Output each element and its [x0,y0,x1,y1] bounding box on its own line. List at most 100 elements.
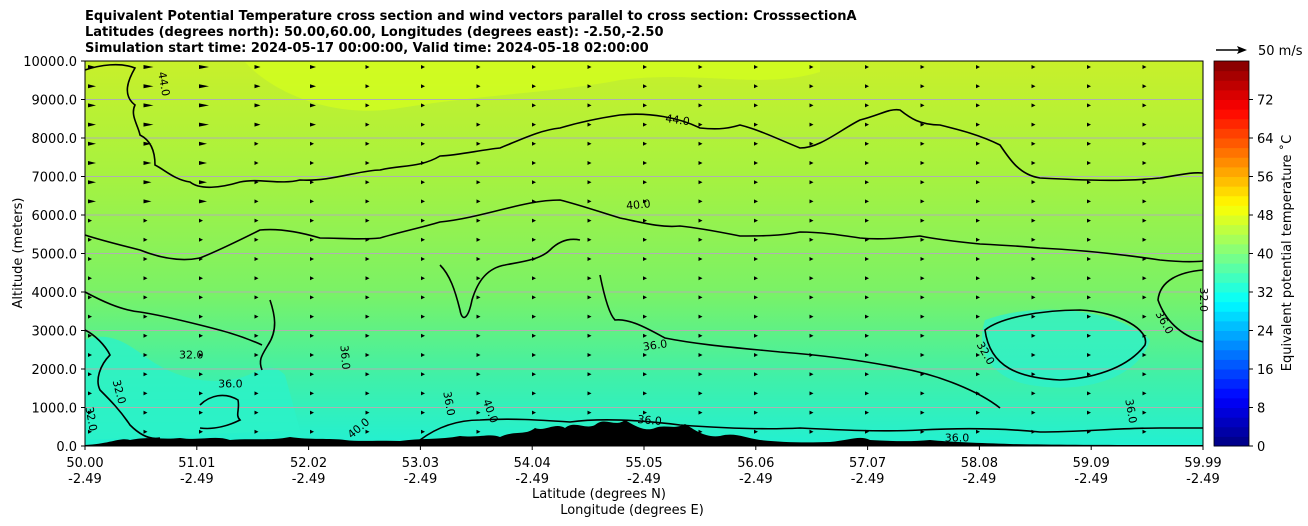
colorbar-level [1214,234,1249,245]
contour-44 [84,63,1204,189]
wind-vector [1087,295,1091,300]
y-axis: 0.0 1000.0 2000.0 3000.0 4000.0 5000.0 6000.0 7… [23,55,85,455]
wind-vector [421,65,425,69]
contour-36-bottom [419,418,1203,441]
wind-vector [698,257,703,261]
wind-vector [476,429,481,434]
wind-vector [476,122,481,127]
wind-vector [809,103,814,108]
colorbar-level [1214,282,1249,293]
wind-vector [754,429,758,434]
wind-vector [365,199,370,204]
colorbar-level [1214,176,1249,187]
wind-vector [1142,103,1147,108]
wind-vector [88,257,92,261]
wind-vector [698,353,703,357]
wind-vector [754,161,758,165]
wind-vector [809,429,814,434]
colorbar-level [1214,128,1249,139]
wind-key: 50 m/s [1216,44,1303,59]
wind-vector [532,391,536,396]
wind-vector [199,161,207,165]
wind-vector [254,314,259,319]
wind-vector [865,391,869,396]
colorbar-tick-label: 40 [1257,248,1274,263]
wind-vector [643,103,647,108]
wind-vector [920,122,925,127]
wind-vector [865,199,869,204]
wind-vector [920,410,925,415]
colorbar-level [1214,359,1249,370]
wind-vector [754,84,758,89]
y-tick-label: 1000.0 [32,402,78,417]
wind-vector [643,161,647,165]
wind-vector [1087,257,1091,261]
colorbar-tick-label: 56 [1257,171,1274,186]
wind-vector [1087,391,1091,396]
wind-vector [476,103,481,108]
wind-vector [365,391,370,396]
wind-vector [143,161,152,165]
wind-vector [754,141,758,146]
contour-36-mid [439,238,581,319]
wind-vector [88,103,96,108]
colorbar-level [1214,215,1249,226]
wind-vector [88,84,96,89]
colorbar-level [1214,61,1249,72]
colorbar-level [1214,253,1249,264]
x-axis: 50.00-2.4951.01-2.4952.02-2.4953.03-2.49… [66,446,1222,487]
wind-vector [310,161,314,165]
colorbar-level [1214,311,1249,322]
wind-vector [421,141,425,146]
contour-label: 36.0 [642,337,668,353]
wind-vector [310,353,314,357]
wind-vector [698,180,703,185]
wind-vector [88,410,92,415]
wind-vector [143,429,148,434]
colorbar-level [1214,166,1249,177]
wind-vector [643,257,647,261]
wind-vector [143,218,148,223]
wind-vector [421,257,425,261]
wind-vector [254,391,259,396]
wind-vector [254,84,261,89]
colorbar-level [1214,426,1249,437]
y-tick-label: 7000.0 [32,171,78,186]
contour-label: 36.0 [1122,398,1139,424]
y-tick-label: 10000.0 [23,55,77,70]
colorbar-level [1214,224,1249,235]
wind-vector [476,276,481,281]
wind-vector [143,353,148,357]
wind-vector [1087,276,1091,281]
wind-vector [199,372,203,377]
wind-vector [1087,314,1091,319]
wind-vector [698,122,703,127]
wind-vector [587,314,592,319]
wind-vector [88,333,92,338]
wind-vector [421,199,425,204]
y-tick-label: 4000.0 [32,286,78,301]
contour-lines [84,63,1204,441]
y-tick-label: 3000.0 [32,325,78,340]
wind-vector [698,276,703,281]
wind-vector [587,199,592,204]
wind-vector [754,122,758,127]
wind-key-label: 50 m/s [1258,44,1303,59]
x-tick-label-lat: 58.08 [961,456,998,471]
wind-vector [365,429,370,434]
wind-vector [754,257,758,261]
wind-vector [643,218,647,223]
wind-vector [809,84,814,89]
cool-region-right [982,309,1150,388]
y-tick-label: 9000.0 [32,94,78,109]
wind-vector [476,410,481,415]
wind-vector [254,199,259,204]
colorbar-level [1214,138,1249,149]
contour-label: 44.0 [155,71,172,97]
colorbar-level [1214,340,1249,351]
wind-vector [421,353,425,357]
x-tick-label-lat: 57.07 [849,456,886,471]
wind-vector [199,84,209,89]
wind-vector [809,295,814,300]
colorbar-level [1214,109,1249,120]
